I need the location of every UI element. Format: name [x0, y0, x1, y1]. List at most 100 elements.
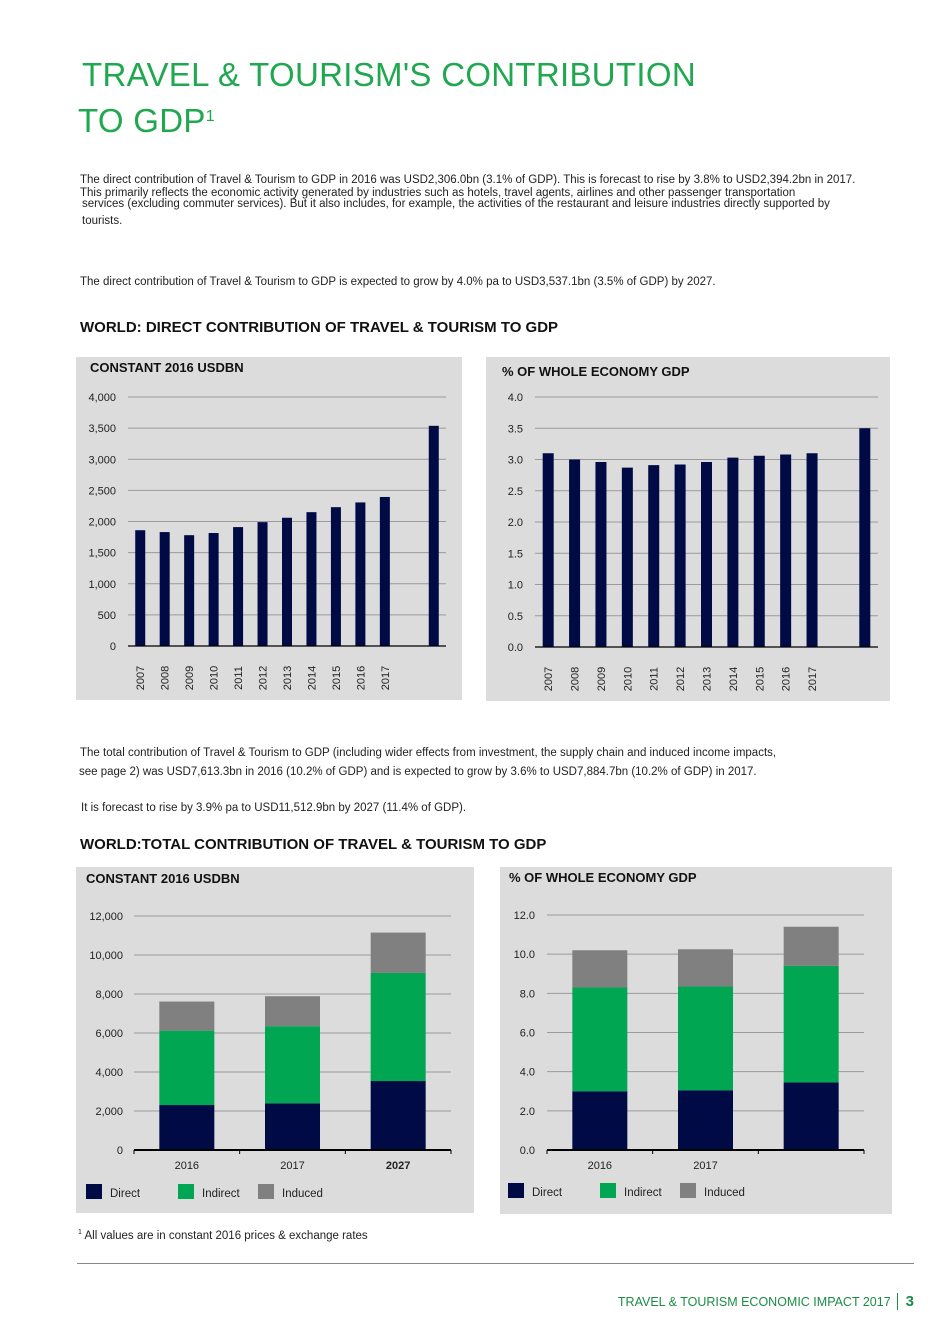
title-line-1: TRAVEL & TOURISM'S CONTRIBUTION	[82, 56, 696, 93]
x-tick-label: 2009	[596, 667, 608, 691]
bar	[184, 535, 195, 646]
bar	[233, 527, 244, 646]
chart-svg: 0.0 0.5 1.0 1.5 2.0 2.5 3.0 3.5 4.0 2007 2008 2009 2…	[508, 392, 878, 691]
chart-title: % OF WHOLE ECONOMY GDP	[502, 364, 690, 379]
bar-indirect	[265, 1026, 320, 1104]
y-tick-label: 4.0	[508, 392, 523, 404]
bar	[379, 496, 390, 646]
y-tick-label: 2.0	[508, 517, 523, 529]
x-tick-label: 2015	[754, 667, 766, 691]
chart-title: % OF WHOLE ECONOMY GDP	[509, 870, 697, 885]
y-tick-label: 12,000	[89, 911, 123, 923]
legend-label: Indirect	[624, 1187, 663, 1199]
bar	[282, 517, 292, 646]
bar	[135, 530, 146, 646]
title-line-2: TO GDP	[78, 102, 206, 139]
legend-label: Direct	[532, 1187, 563, 1199]
footer-text: TRAVEL & TOURISM ECONOMIC IMPACT 2017	[617, 1295, 891, 1309]
x-tick-label: 2017	[380, 666, 392, 690]
y-tick-label: 3,500	[88, 423, 116, 435]
chart-title: CONSTANT 2016 USDBN	[90, 360, 244, 375]
y-tick-label: 0.0	[520, 1145, 535, 1157]
bar-induced	[783, 926, 839, 966]
y-tick-label: 6.0	[520, 1028, 535, 1040]
y-tick-label: 2,000	[88, 517, 116, 529]
bar-induced	[159, 1001, 215, 1031]
bar-direct	[159, 1105, 215, 1150]
intro-paragraph: The direct contribution of Travel & Tour…	[80, 174, 890, 227]
bar-indirect	[159, 1030, 215, 1106]
total-usd-chart: CONSTANT 2016 USDBN 0 2,000 4,000 6,000 8,00…	[76, 867, 474, 1213]
legend-label: Direct	[110, 1188, 141, 1200]
x-tick-label: 2015	[331, 666, 343, 690]
x-tick-label: 2007	[135, 666, 147, 690]
y-tick-label: 0	[117, 1145, 123, 1157]
x-tick-label: 2016	[175, 1160, 199, 1172]
page-number: 3	[896, 1293, 914, 1310]
x-tick-label: 2008	[160, 666, 172, 690]
bar	[428, 425, 439, 646]
x-tick-label: 2017	[807, 667, 819, 691]
bar-direct	[265, 1103, 320, 1150]
x-tick-label: 2007	[543, 667, 555, 691]
direct-usd-chart: CONSTANT 2016 USDBN 0 500 1,000 1,500 2,000 2…	[76, 357, 462, 700]
y-tick-label: 1,500	[88, 548, 116, 560]
y-tick-label: 2,000	[95, 1106, 123, 1118]
bar-indirect	[572, 987, 628, 1092]
bar	[542, 453, 554, 647]
y-tick-label: 8,000	[95, 989, 123, 1001]
bar	[648, 465, 660, 647]
legend-swatch-direct	[508, 1183, 524, 1198]
bar	[859, 428, 871, 647]
y-tick-label: 3.0	[508, 455, 523, 467]
y-tick-label: 10.0	[514, 949, 535, 961]
x-tick-label: 2027	[386, 1160, 410, 1172]
bar	[621, 467, 633, 647]
x-tick-label: 2016	[781, 667, 793, 691]
para1-line1: The direct contribution of Travel & Tour…	[80, 174, 856, 186]
y-tick-label: 0	[110, 641, 116, 653]
legend-label: Indirect	[202, 1188, 241, 1200]
y-tick-label: 4,000	[95, 1067, 123, 1079]
x-tick-label: 2012	[675, 667, 687, 691]
bar-direct	[678, 1090, 733, 1150]
legend-swatch-indirect	[600, 1183, 616, 1198]
bar	[355, 502, 366, 646]
para1-line2: This primarily reflects the economic act…	[80, 186, 796, 199]
x-tick-label: 2012	[258, 666, 270, 690]
bar	[806, 453, 818, 647]
bar	[330, 507, 341, 646]
footer-divider	[77, 1263, 914, 1264]
bar-indirect	[370, 972, 426, 1082]
bar-induced	[265, 996, 320, 1027]
bar-indirect	[783, 965, 839, 1083]
y-tick-label: 2.5	[508, 486, 523, 498]
y-tick-label: 1.5	[508, 548, 523, 560]
bar	[257, 522, 268, 646]
footnote: 1 All values are in constant 2016 prices…	[78, 1229, 368, 1242]
footnote-mark: 1	[78, 1229, 82, 1236]
para3: The total contribution of Travel & Touri…	[79, 744, 890, 782]
y-tick-label: 3,000	[88, 454, 116, 466]
y-tick-label: 500	[98, 610, 116, 622]
bar-direct	[783, 1082, 839, 1150]
x-tick-label: 2011	[649, 667, 661, 691]
y-tick-label: 6,000	[95, 1028, 123, 1040]
bar	[701, 462, 712, 647]
y-tick-label: 1,000	[88, 579, 116, 591]
x-tick-label: 2010	[209, 666, 221, 690]
legend-swatch-induced	[258, 1184, 274, 1199]
chart-title: CONSTANT 2016 USDBN	[86, 871, 240, 886]
x-tick-label: 2016	[588, 1160, 612, 1172]
bar	[753, 455, 765, 647]
y-tick-label: 8.0	[520, 988, 535, 1000]
chart-svg: 0.0 2.0 4.0 6.0 8.0 10.0 12.0 2016 2017 Direct Ind…	[508, 910, 865, 1199]
bar	[595, 462, 607, 647]
para1-line4: tourists.	[82, 214, 123, 227]
bar	[674, 464, 686, 647]
x-tick-label: 2008	[570, 667, 582, 691]
chart-svg: 0 500 1,000 1,500 2,000 2,500 3,000 3,500 4,000 2…	[88, 392, 446, 690]
y-tick-label: 0.5	[508, 611, 523, 623]
legend-label: Induced	[282, 1188, 323, 1200]
x-tick-label: 2013	[282, 666, 294, 690]
